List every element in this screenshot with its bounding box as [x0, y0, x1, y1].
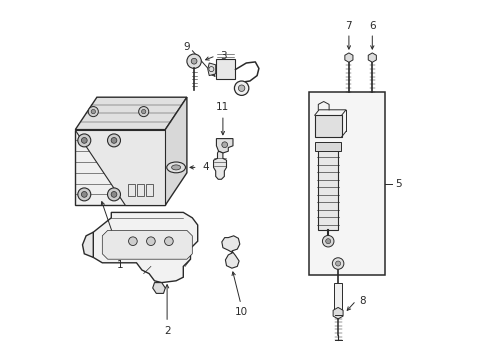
Polygon shape	[344, 53, 352, 62]
Polygon shape	[152, 283, 165, 293]
Circle shape	[186, 54, 201, 68]
Bar	[137, 184, 143, 196]
Circle shape	[78, 134, 91, 147]
Bar	[315, 142, 340, 151]
Circle shape	[107, 188, 120, 201]
Circle shape	[146, 237, 155, 246]
Text: 5: 5	[394, 179, 401, 189]
Circle shape	[107, 134, 120, 147]
Bar	[314, 115, 341, 137]
Polygon shape	[75, 130, 165, 205]
Circle shape	[335, 261, 340, 266]
Polygon shape	[332, 307, 343, 319]
Text: 10: 10	[234, 307, 247, 317]
Circle shape	[78, 188, 91, 201]
Bar	[333, 283, 342, 310]
Bar	[146, 184, 153, 196]
Ellipse shape	[166, 162, 185, 173]
Circle shape	[128, 237, 137, 246]
Text: 2: 2	[163, 326, 170, 336]
Circle shape	[81, 192, 87, 197]
Polygon shape	[213, 151, 226, 179]
Circle shape	[111, 192, 117, 197]
Text: 1: 1	[117, 260, 123, 270]
Text: 3: 3	[220, 51, 226, 61]
Circle shape	[141, 109, 145, 114]
Polygon shape	[216, 139, 232, 153]
Circle shape	[322, 235, 333, 247]
Circle shape	[111, 138, 117, 143]
Bar	[309, 92, 384, 275]
Polygon shape	[82, 232, 93, 257]
Circle shape	[164, 237, 173, 246]
Polygon shape	[165, 97, 186, 205]
Polygon shape	[222, 236, 239, 268]
Text: 7: 7	[345, 21, 351, 31]
Circle shape	[88, 107, 98, 117]
Ellipse shape	[171, 165, 180, 170]
Bar	[215, 59, 235, 79]
Circle shape	[325, 239, 330, 244]
Circle shape	[81, 138, 87, 143]
Polygon shape	[75, 97, 186, 130]
Bar	[318, 144, 337, 230]
Text: 6: 6	[368, 21, 375, 31]
Text: 9: 9	[183, 42, 190, 52]
Bar	[128, 184, 135, 196]
Circle shape	[234, 81, 248, 95]
Polygon shape	[367, 53, 376, 62]
Circle shape	[238, 85, 244, 91]
Text: 11: 11	[216, 102, 229, 112]
Polygon shape	[75, 130, 165, 205]
Text: 4: 4	[202, 162, 208, 172]
Circle shape	[332, 258, 343, 269]
Circle shape	[91, 109, 95, 114]
Circle shape	[139, 107, 148, 117]
Polygon shape	[102, 230, 192, 259]
Circle shape	[222, 142, 227, 148]
Circle shape	[191, 58, 197, 64]
Text: 8: 8	[359, 296, 366, 306]
Polygon shape	[93, 212, 197, 283]
Polygon shape	[207, 63, 215, 76]
